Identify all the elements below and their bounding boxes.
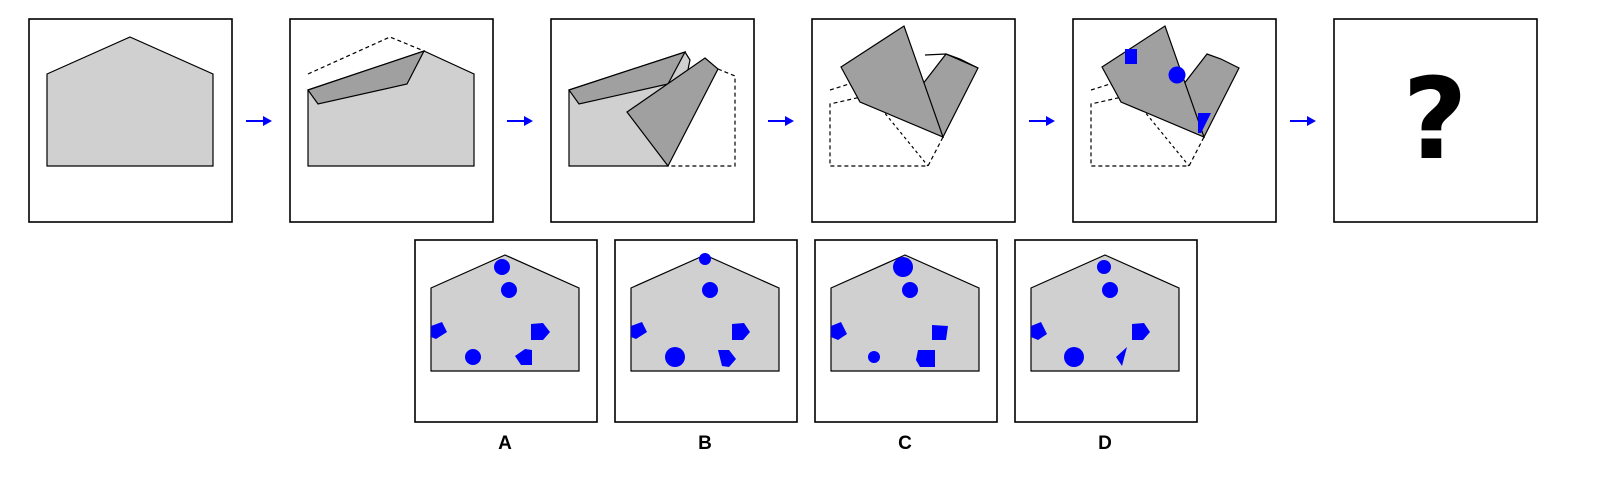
question-mark: ? xyxy=(1403,55,1468,185)
option-a-hole xyxy=(494,259,510,275)
step-3-panel xyxy=(550,18,755,223)
option-a[interactable]: A xyxy=(414,239,598,454)
answer-panel: ? xyxy=(1333,18,1538,223)
option-d-hole xyxy=(1064,347,1084,367)
step-5-panel xyxy=(1072,18,1277,223)
option-a-hole xyxy=(431,322,447,339)
option-b-hole xyxy=(699,253,711,265)
option-b-hole xyxy=(732,323,750,340)
option-d-hole xyxy=(1132,323,1150,340)
step-4-folded-flap xyxy=(840,25,945,139)
punch-edge-hole xyxy=(1198,113,1211,133)
arrow-5-icon xyxy=(1290,116,1316,126)
option-c-hole xyxy=(902,282,918,298)
step-4-flap-edges xyxy=(924,53,979,69)
option-d-hole xyxy=(1031,322,1047,340)
option-a-label: A xyxy=(498,433,512,454)
step-3-original-outline xyxy=(668,68,736,167)
option-a-paper xyxy=(430,254,580,372)
option-b-hole xyxy=(702,282,718,298)
arrow-4-icon xyxy=(1029,116,1055,126)
option-d-paper xyxy=(1030,254,1180,372)
option-c-hole xyxy=(868,351,880,363)
option-b-paper xyxy=(630,254,780,372)
option-c-label: C xyxy=(898,433,912,454)
option-c-hole xyxy=(893,257,913,277)
option-c[interactable]: C xyxy=(814,239,998,454)
option-b-hole xyxy=(665,347,685,367)
step-2-panel xyxy=(289,18,494,223)
step-2-folded-flap xyxy=(307,49,426,105)
punch-circle-hole xyxy=(1168,66,1186,84)
punch-square-hole xyxy=(1125,49,1137,64)
step-1-paper xyxy=(46,36,214,167)
option-d-hole xyxy=(1116,347,1127,366)
arrow-3-icon xyxy=(768,116,794,126)
answer-frame xyxy=(1333,18,1538,223)
option-a-hole xyxy=(501,282,517,298)
option-c-hole xyxy=(831,322,847,340)
option-c-hole xyxy=(916,350,935,367)
option-d-hole xyxy=(1097,260,1111,274)
option-b-hole xyxy=(631,322,647,339)
option-a-hole xyxy=(465,349,481,365)
step-3-folded-flap xyxy=(626,57,719,168)
option-b[interactable]: B xyxy=(614,239,798,454)
step-1-panel xyxy=(28,18,233,223)
step-2-original-outline xyxy=(307,36,425,75)
step-4-panel xyxy=(811,18,1016,223)
option-b-label: B xyxy=(698,433,712,454)
option-d[interactable]: D xyxy=(1014,239,1198,454)
option-c-hole xyxy=(932,325,948,340)
option-d-hole xyxy=(1102,282,1118,298)
arrow-1-icon xyxy=(246,116,272,126)
arrow-2-icon xyxy=(507,116,533,126)
option-d-label: D xyxy=(1098,433,1112,454)
option-b-hole xyxy=(718,350,736,367)
option-a-hole xyxy=(515,349,532,365)
option-c-paper xyxy=(830,254,980,372)
option-a-hole xyxy=(531,323,550,340)
